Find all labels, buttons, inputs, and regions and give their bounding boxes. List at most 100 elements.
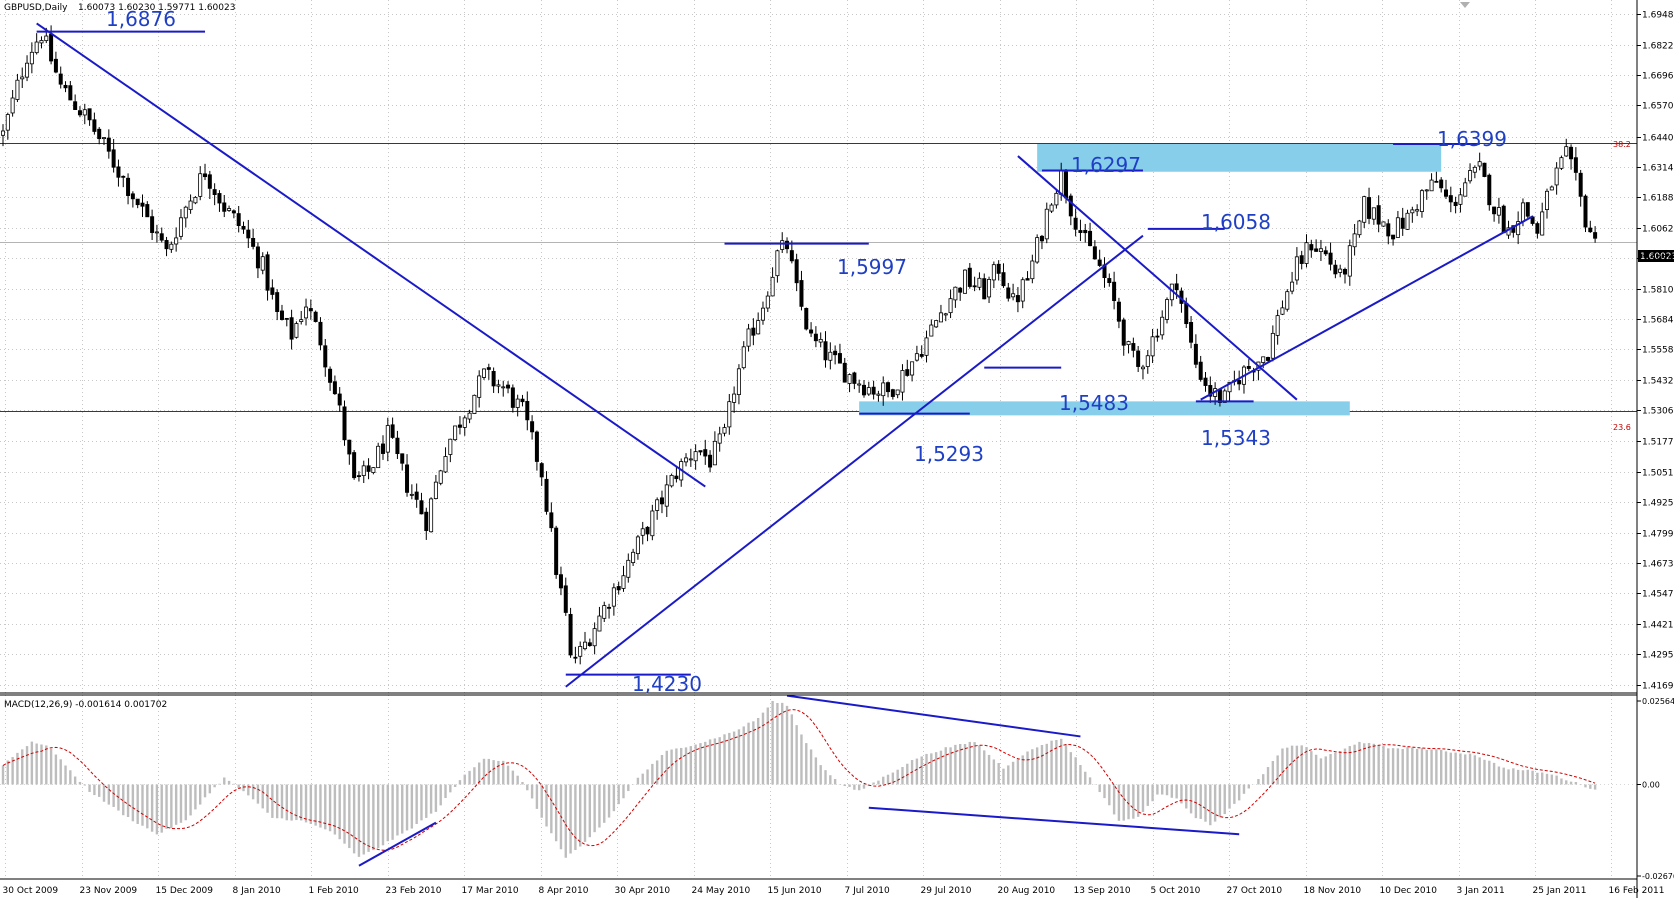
candle-body [694,452,697,461]
candle-body [704,450,707,456]
candle-body [814,334,817,341]
y-tick-label: 1.53065 [1642,407,1674,417]
candle-body [1550,187,1553,190]
candle-body [497,385,500,386]
candle-body [1555,168,1558,185]
candle-body [1497,208,1500,216]
candle-body [983,279,986,299]
x-tick-label: 8 Jan 2010 [233,886,281,896]
x-tick-label: 27 Oct 2010 [1227,886,1283,896]
candle-body [242,226,245,229]
y-tick-label: 1.63145 [1642,164,1674,174]
x-tick-label: 30 Oct 2009 [3,886,59,896]
candle-body [280,311,283,320]
y-tick-label: 1.59365 [1642,255,1674,265]
candle-body [319,322,322,345]
candle-body [1036,238,1039,262]
candle-body [247,230,250,238]
y-tick-label: 1.46730 [1642,560,1674,570]
candle-body [761,308,764,320]
candle-body [425,512,428,530]
annotation-label: 1,5293 [914,442,984,466]
candle-body [915,354,918,360]
candle-body [117,167,120,177]
x-tick-label: 25 Jan 2011 [1533,886,1587,896]
annotation-label: 1,6297 [1071,153,1141,177]
fib-level-label: 23.6 [1613,423,1631,432]
candle-body [1584,196,1587,227]
candle-body [535,432,538,461]
candle-body [102,138,105,139]
candle-body [1420,191,1423,212]
candle-body [1545,191,1548,209]
candle-body [1127,342,1130,345]
candle-body [1084,230,1087,232]
annotation-label: 1,5483 [1059,391,1129,415]
candle-body [372,468,375,473]
candle-body [482,369,485,377]
candle-body [1454,202,1457,205]
y-tick-label: 1.55585 [1642,346,1674,356]
candle-body [434,482,437,498]
candle-body [1093,247,1096,259]
candle-body [1416,210,1419,211]
candle-body [1483,163,1486,176]
candle-body [1271,333,1274,358]
candle-body [1175,284,1178,290]
candle-body [1122,320,1125,345]
candle-body [473,395,476,413]
candle-body [862,385,865,395]
y-tick-label: 1.60625 [1642,225,1674,235]
candle-body [1098,260,1101,266]
candle-body [925,338,928,355]
candle-body [290,318,293,339]
candle-body [30,52,33,64]
candle-body [1165,300,1168,320]
fib-level-label: 38.2 [1613,140,1631,149]
candle-body [1579,173,1582,196]
candle-body [309,308,312,310]
candle-body [184,207,187,218]
candle-body [646,527,649,534]
candle-body [1021,280,1024,301]
annotation-label: 1,6058 [1201,210,1271,234]
candle-body [675,476,678,479]
candle-body [1113,282,1116,300]
candle-body [1108,278,1111,282]
candle-body [555,528,558,574]
candle-body [1132,343,1135,350]
candle-body [684,458,687,462]
candle-body [74,102,77,110]
y-tick-label: 1.64400 [1642,134,1674,144]
candle-body [1367,198,1370,219]
candle-body [35,42,38,53]
candle-body [1117,302,1120,321]
candle-body [458,425,461,427]
candle-body [59,74,62,84]
candle-body [78,111,81,115]
candle-body [607,607,610,608]
candle-body [232,211,235,213]
candle-body [1,131,4,135]
candle-body [295,324,298,338]
candle-body [1189,322,1192,342]
x-tick-label: 17 Mar 2010 [462,886,519,896]
candle-body [25,63,28,77]
candle-body [69,86,72,100]
candle-body [252,238,255,246]
candle-body [64,85,67,87]
y-tick-label: 1.47990 [1642,530,1674,540]
candle-body [1194,344,1197,364]
x-tick-label: 18 Nov 2010 [1304,886,1362,896]
macd-y-tick-label: 0.00 [1642,781,1660,790]
candle-body [1382,222,1385,226]
candle-body [1012,294,1015,297]
candle-body [343,407,346,440]
candle-body [1377,206,1380,225]
candle-body [405,465,408,492]
candle-body [1007,288,1010,298]
candle-body [155,232,158,233]
candle-body [429,499,432,532]
candle-body [1435,181,1438,182]
candle-body [795,260,798,283]
